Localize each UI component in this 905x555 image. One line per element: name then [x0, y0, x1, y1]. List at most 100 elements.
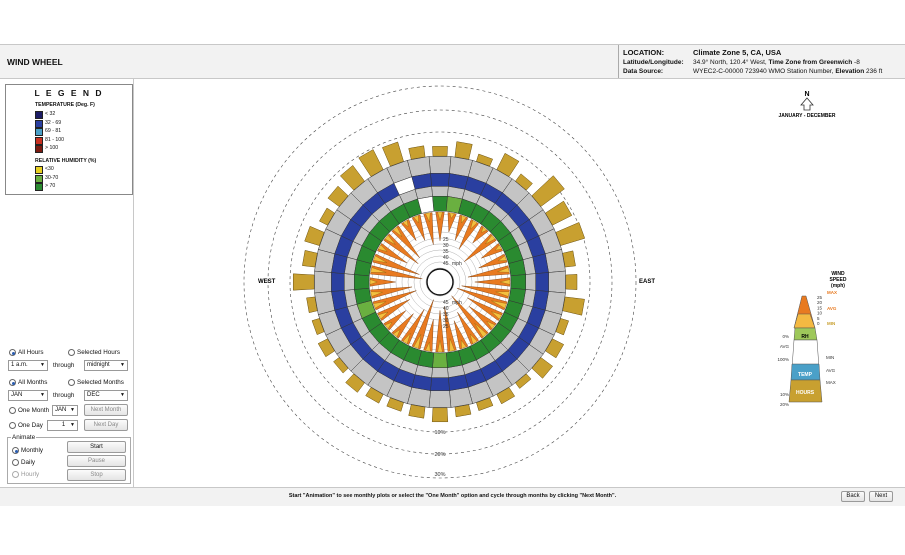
hours-bar [386, 397, 404, 412]
wind-avg-spike [449, 212, 455, 219]
wind-avg-spike [469, 333, 478, 345]
wind-avg-spike [392, 226, 403, 237]
key-scale-label: 0 [817, 321, 820, 326]
next-button[interactable]: Next [869, 491, 893, 502]
key-avg-label: AVG [827, 306, 837, 311]
key-right-label: MAX [826, 380, 836, 385]
pause-button[interactable]: Pause [67, 455, 126, 467]
humidity-cell [432, 352, 448, 368]
key-scale-label: 15 [817, 305, 823, 310]
one-day-radio[interactable] [9, 422, 16, 429]
hours-bar [345, 373, 365, 393]
selected-hours-radio[interactable] [68, 349, 75, 356]
speed-unit-label: mph [452, 261, 462, 267]
key-temp-label: TEMP [798, 372, 813, 378]
speed-ring [419, 261, 461, 303]
hours-bar [333, 357, 349, 374]
key-left-label: 20% [780, 402, 789, 407]
temperature-item-swatch [35, 128, 43, 136]
speed-tick-label: 45 [443, 261, 449, 267]
selected-months-radio[interactable] [68, 379, 75, 386]
key-scale-label: 10 [817, 311, 823, 316]
east-label: EAST [639, 279, 655, 285]
wind-avg-spike [377, 311, 389, 320]
start-button[interactable]: Start [67, 441, 126, 453]
hours-bar [408, 404, 426, 419]
frequency-circle [289, 131, 591, 433]
wind-avg-spike [497, 267, 510, 273]
key-scale-label: 5 [817, 316, 820, 321]
all-hours-radio[interactable] [9, 349, 16, 356]
animate-group [7, 437, 131, 484]
month-from-value: JAN [11, 392, 23, 398]
hours-bar [515, 173, 533, 191]
wind-avg-spike [500, 279, 511, 285]
hour-to-select[interactable]: midnight ▼ [84, 360, 128, 371]
humidity-cell [510, 274, 526, 290]
temperature-cell [331, 272, 345, 292]
frequency-label: 10% [434, 430, 445, 436]
through-label-hours: through [53, 362, 75, 369]
temperature-item-swatch [35, 145, 43, 153]
timezone-value: -8 [852, 59, 860, 66]
source-value: WYEC2-C-00000 723940 WMO Station Number, [693, 68, 836, 75]
key-scale-label: 25 [817, 295, 823, 300]
month-from-select[interactable]: JAN ▼ [8, 390, 48, 401]
month-to-value: DEC [87, 392, 100, 398]
hours-bar [515, 373, 532, 389]
hourly-radio[interactable] [12, 471, 19, 478]
location-label: LOCATION: [623, 48, 665, 57]
one-day-label: One Day [18, 422, 43, 429]
timezone-label: Time Zone from Greenwich [768, 59, 853, 66]
humidity-cell [354, 274, 370, 290]
inner-gray-cell [431, 186, 449, 197]
hours-bar [292, 273, 315, 291]
hours-bar [454, 404, 472, 418]
wind-avg-spike [402, 333, 411, 345]
one-month-value: JAN [55, 407, 67, 413]
wind-avg-spike [460, 339, 467, 349]
wind-avg-spike [413, 334, 422, 349]
wind-avg-spike [373, 255, 387, 263]
hours-bar [339, 165, 365, 191]
wind-avg-spike [437, 211, 443, 221]
wind-avg-spike [384, 322, 393, 330]
hours-bar [545, 200, 573, 226]
monthly-radio[interactable] [12, 447, 19, 454]
hours-bar [476, 397, 494, 411]
latlon-value: 34.9° North, 120.4° West, [693, 59, 769, 66]
chevron-down-icon: ▼ [70, 422, 75, 428]
one-day-select[interactable]: 1 ▼ [47, 420, 78, 431]
chevron-down-icon: ▼ [120, 362, 125, 368]
all-months-radio[interactable] [9, 379, 16, 386]
hours-bar [306, 296, 318, 313]
wind-avg-spike [494, 244, 503, 251]
center-circle [426, 268, 454, 296]
key-right-label: AVG [826, 368, 836, 373]
next-month-button[interactable]: Next Month [84, 404, 128, 416]
temperature-item-label: 69 - 81 [45, 128, 62, 134]
title-divider [618, 45, 619, 78]
back-button[interactable]: Back [841, 491, 865, 502]
daily-radio[interactable] [12, 459, 19, 466]
one-day-value: 1 [61, 422, 66, 428]
key-left-label: AVG [780, 344, 790, 349]
hour-to-value: midnight [87, 362, 110, 368]
gray-ring-cell [314, 270, 332, 294]
stop-button[interactable]: Stop [67, 469, 126, 481]
humidity-item-label: > 70 [45, 183, 56, 189]
legend-title: L E G E N D [34, 88, 104, 98]
speed-tick-label: 25 [443, 237, 449, 243]
monthly-label: Monthly [21, 447, 44, 454]
humidity-heading: RELATIVE HUMIDITY (%) [35, 158, 97, 164]
hours-bar [496, 387, 516, 405]
humidity-cell [432, 196, 448, 212]
humidity-item-swatch [35, 174, 43, 183]
main-panel [0, 78, 905, 487]
one-month-radio[interactable] [9, 407, 16, 414]
wind-avg-spike [377, 244, 388, 252]
month-to-select[interactable]: DEC ▼ [84, 390, 128, 401]
hour-from-select[interactable]: 1 a.m. ▼ [8, 360, 48, 371]
next-day-button[interactable]: Next Day [84, 419, 128, 431]
one-month-select[interactable]: JAN ▼ [52, 405, 78, 416]
